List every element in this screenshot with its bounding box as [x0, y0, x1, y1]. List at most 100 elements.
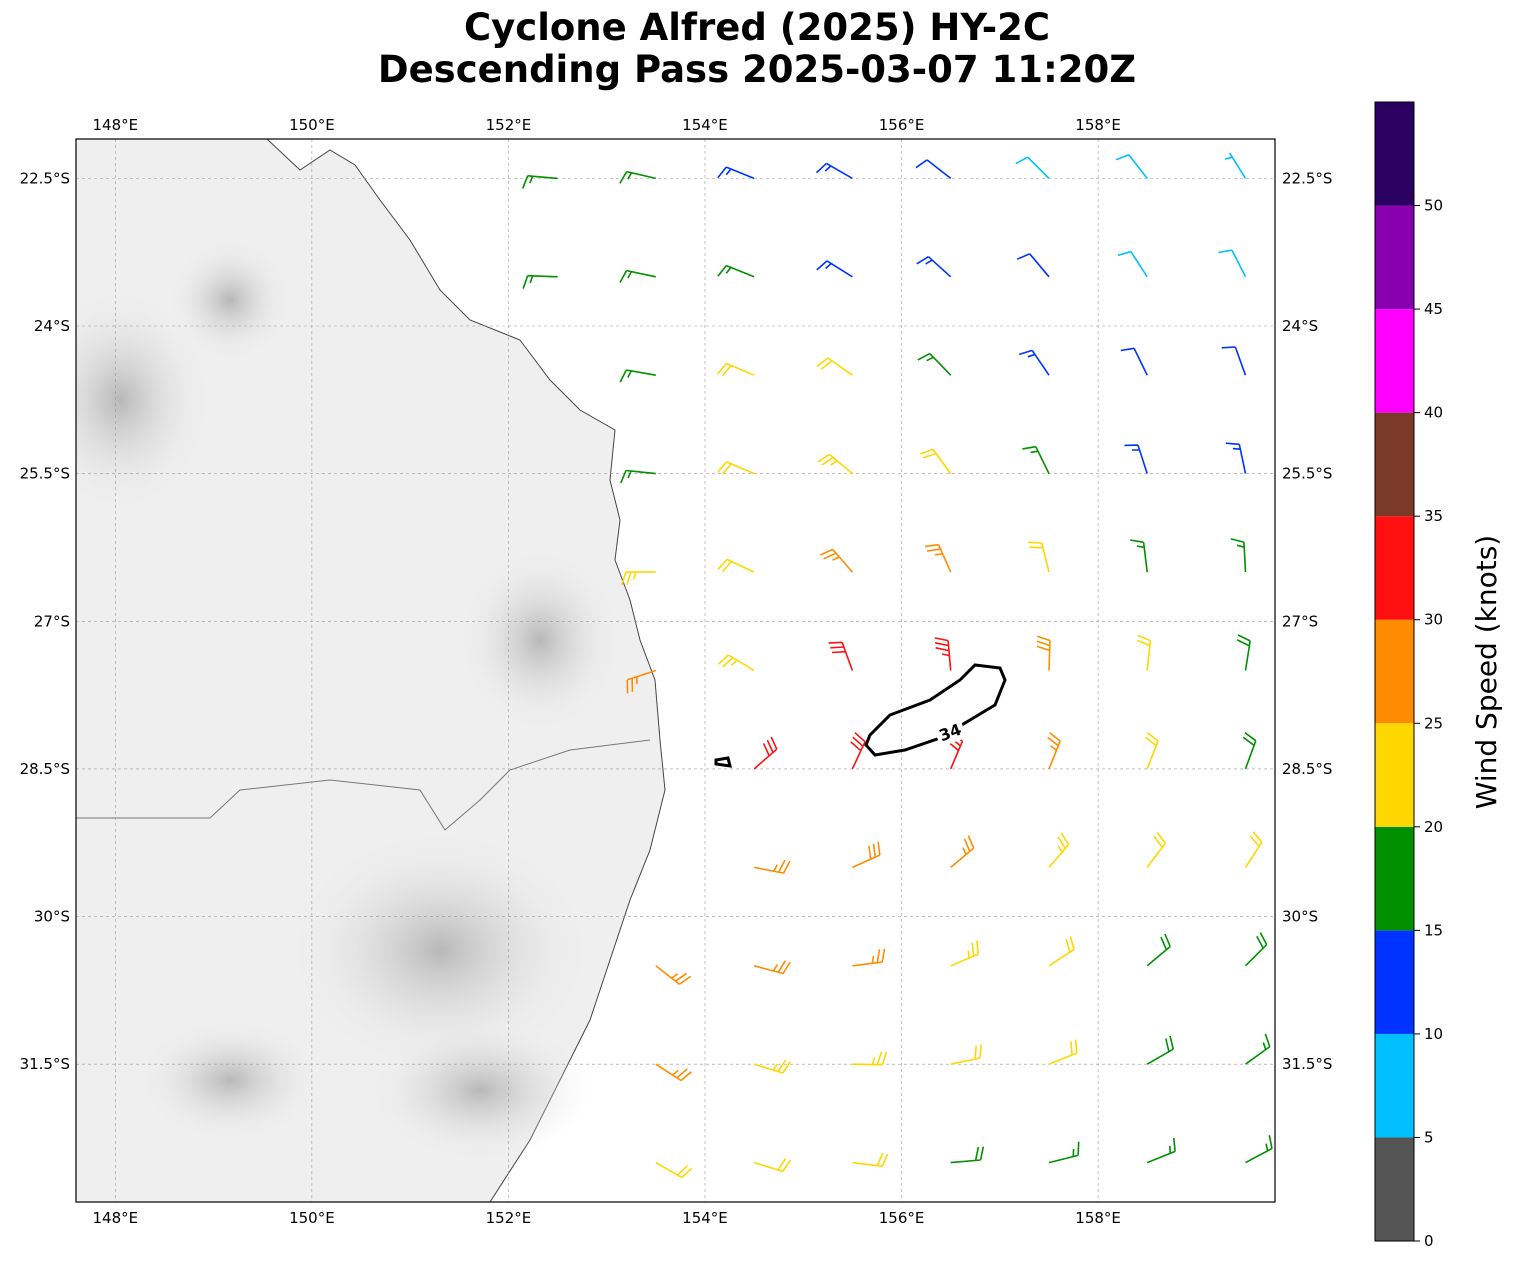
- wind-barb: [919, 448, 952, 475]
- colorbar-tick-label: 0: [1424, 1232, 1434, 1250]
- wind-barb: [852, 1152, 889, 1168]
- colorbar-segment: [1375, 930, 1414, 1034]
- wind-barb: [1218, 249, 1247, 278]
- y-tick-label: 24°S: [1282, 317, 1318, 335]
- colorbar-tick-label: 35: [1424, 507, 1443, 525]
- wind-barb: [1146, 1035, 1174, 1065]
- y-tick-label: 30°S: [1282, 908, 1318, 926]
- wind-barb: [828, 641, 854, 671]
- wind-barb: [1242, 731, 1257, 770]
- wind-barb: [1124, 444, 1148, 474]
- wind-barb: [1225, 442, 1247, 474]
- wind-barb: [1117, 250, 1148, 278]
- y-tick-label: 28.5°S: [1282, 760, 1332, 778]
- x-tick-label: 152°E: [486, 1209, 532, 1227]
- wind-barb: [820, 548, 854, 573]
- wind-barb: [655, 1161, 693, 1179]
- wind-barb: [717, 654, 755, 672]
- wind-barb: [1048, 936, 1075, 967]
- wind-barb: [1244, 932, 1268, 967]
- colorbar-segment: [1375, 1033, 1414, 1138]
- wind-barb: [850, 732, 866, 770]
- contour-line: [714, 756, 732, 768]
- colorbar-tick-label: 10: [1424, 1025, 1443, 1043]
- wind-barb: [1236, 634, 1251, 671]
- contour-label-box: [933, 716, 967, 748]
- wind-barb: [753, 736, 778, 770]
- wind-barb: [1145, 731, 1159, 770]
- wind-barb: [815, 162, 853, 180]
- x-tick-label: 158°E: [1075, 116, 1121, 134]
- wind-barb: [1130, 539, 1148, 573]
- colorbar-segment: [1375, 205, 1414, 310]
- colorbar-segment: [1375, 619, 1414, 724]
- colorbar-tick-label: 20: [1424, 818, 1443, 836]
- plot-frame: [75, 138, 1276, 1203]
- wind-barb: [816, 357, 853, 376]
- wind-barb: [917, 352, 952, 376]
- wind-barb: [1015, 156, 1050, 179]
- wind-barb: [753, 859, 791, 874]
- y-tick-label: 25.5°S: [1282, 465, 1332, 483]
- wind-barb: [1028, 541, 1050, 573]
- wind-barb: [619, 369, 656, 383]
- wind-barb: [1245, 1033, 1271, 1065]
- colorbar-segment: [1375, 309, 1414, 413]
- wind-barb: [1115, 153, 1148, 179]
- wind-barb: [1047, 731, 1061, 770]
- wind-barb: [655, 965, 692, 985]
- title: Cyclone Alfred (2025) HY-2C: [464, 6, 1050, 49]
- wind-barb: [717, 461, 755, 475]
- x-tick-label: 156°E: [879, 1209, 925, 1227]
- colorbar-tick-label: 45: [1424, 300, 1443, 318]
- y-tick-label: 25.5°S: [20, 465, 70, 483]
- colorbar-tick-label: 30: [1424, 611, 1443, 629]
- colorbar-segment: [1375, 516, 1414, 620]
- colorbar-tick-label: 15: [1424, 921, 1443, 939]
- colorbar-segment: [1375, 412, 1414, 517]
- wind-barb: [621, 571, 656, 586]
- wind-barb: [950, 1044, 982, 1065]
- y-tick-label: 22.5°S: [20, 169, 70, 187]
- contour-line: [864, 663, 1007, 757]
- wind-barb: [1146, 832, 1166, 868]
- wind-barb: [717, 264, 755, 278]
- state-border: [76, 739, 651, 831]
- wind-barb: [950, 835, 975, 869]
- x-tick-label: 158°E: [1075, 1209, 1121, 1227]
- y-tick-label: 27°S: [1282, 612, 1318, 630]
- wind-barb: [717, 362, 755, 377]
- x-tick-label: 156°E: [879, 116, 925, 134]
- wind-barb: [816, 260, 853, 278]
- wind-barb: [619, 269, 656, 283]
- wind-barb: [1018, 349, 1050, 376]
- colorbar-label: Wind Speed (knots): [1470, 535, 1503, 809]
- wind-barb: [521, 175, 558, 189]
- colorbar-tick-label: 50: [1424, 197, 1443, 215]
- y-tick-label: 31.5°S: [1282, 1055, 1332, 1073]
- wind-barb: [522, 274, 558, 289]
- colorbar-tick-label: 25: [1424, 714, 1443, 732]
- colorbar-tick-label: 5: [1424, 1128, 1434, 1146]
- wind-barb: [753, 960, 791, 975]
- wind-barb: [620, 469, 656, 484]
- wind-barb: [852, 948, 886, 967]
- wind-barb: [1048, 1039, 1078, 1065]
- y-tick-label: 22.5°S: [1282, 169, 1332, 187]
- wind-barb: [1245, 1135, 1273, 1164]
- wind-barb: [626, 669, 657, 694]
- wind-barb: [852, 1051, 888, 1066]
- wind-barb: [1120, 347, 1148, 376]
- wind-barb: [1048, 832, 1070, 868]
- wind-barb: [915, 159, 952, 180]
- subtitle: Descending Pass 2025-03-07 11:20Z: [378, 48, 1136, 91]
- colorbar-segment: [1375, 826, 1414, 931]
- y-tick-label: 27°S: [34, 612, 70, 630]
- wind-barb: [852, 841, 881, 869]
- map-area: 34: [76, 139, 1275, 1202]
- x-tick-label: 154°E: [682, 1209, 728, 1227]
- wind-barb: [1022, 445, 1050, 474]
- x-tick-label: 152°E: [486, 116, 532, 134]
- wind-barb: [619, 170, 656, 184]
